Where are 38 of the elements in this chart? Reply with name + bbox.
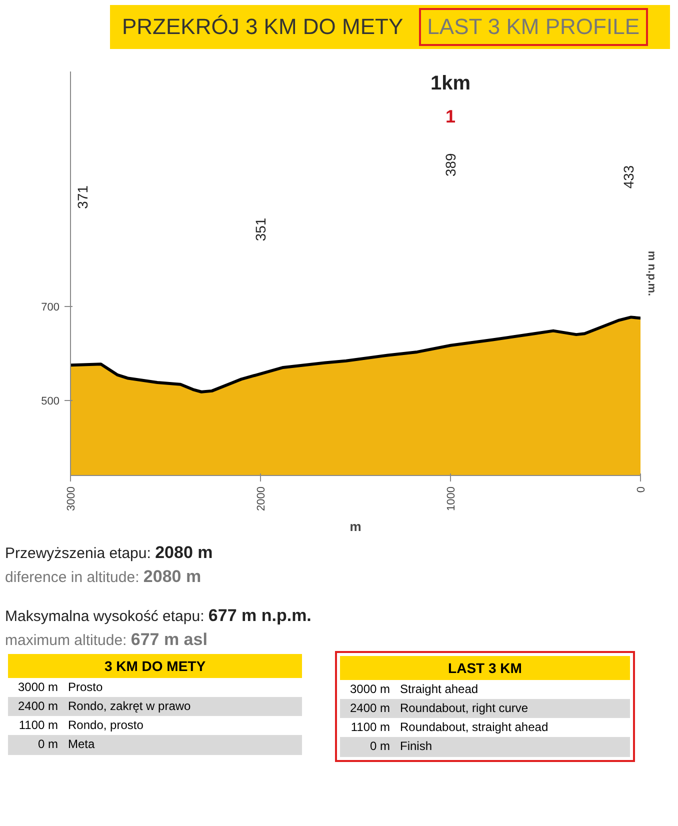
- x-tick-label: 0: [636, 486, 648, 493]
- text: Rondo, zakręt w prawo: [68, 698, 191, 716]
- text: Prosto: [68, 679, 103, 696]
- text: diference in altitude: 2080 m: [5, 566, 202, 588]
- text: 3000 m: [16, 679, 59, 696]
- annotation: 1: [445, 106, 456, 126]
- text: 2400 m: [348, 700, 391, 718]
- annotation: 371: [74, 185, 90, 209]
- text: LAST 3 KM: [340, 656, 630, 680]
- annotation: 1km: [430, 72, 471, 95]
- x-tick-label: 3000: [66, 486, 78, 511]
- chart-title: PRZEKRÓJ 3 KM DO METY: [122, 14, 404, 40]
- text: Rondo, prosto: [68, 717, 144, 734]
- text: 1100 m: [18, 717, 59, 734]
- chart-subtitle: LAST 3 KM PROFILE: [419, 8, 648, 46]
- text: 0 m: [36, 736, 59, 754]
- annotation: 433: [620, 165, 636, 189]
- text: Maksymalna wysokość etapu: 677 m n.p.m.: [5, 604, 312, 627]
- x-tick-label: 1000: [446, 486, 458, 511]
- text: 2400 m: [16, 698, 59, 716]
- y-tick-label: 500: [41, 395, 60, 408]
- x-axis-title: m: [350, 518, 362, 534]
- text: Straight ahead: [400, 681, 478, 698]
- annotation: 389: [442, 152, 458, 177]
- text: Finish: [400, 738, 432, 756]
- text: Meta: [68, 736, 95, 754]
- text: Roundabout, right curve: [400, 700, 528, 718]
- text: Przewyższenia etapu: 2080 m: [5, 542, 214, 564]
- text: 3 KM DO METY: [8, 654, 302, 678]
- text: maximum altitude: 677 m asl: [5, 628, 208, 651]
- annotation: 351: [252, 218, 268, 242]
- text: 1100 m: [350, 719, 391, 736]
- text: 3000 m: [348, 681, 391, 698]
- y-tick-label: 700: [41, 301, 60, 314]
- text: Roundabout, straight ahead: [400, 719, 548, 736]
- text: 0 m: [368, 738, 391, 756]
- y-axis-title: m n.p.m.: [646, 250, 658, 296]
- x-tick-label: 2000: [256, 486, 268, 511]
